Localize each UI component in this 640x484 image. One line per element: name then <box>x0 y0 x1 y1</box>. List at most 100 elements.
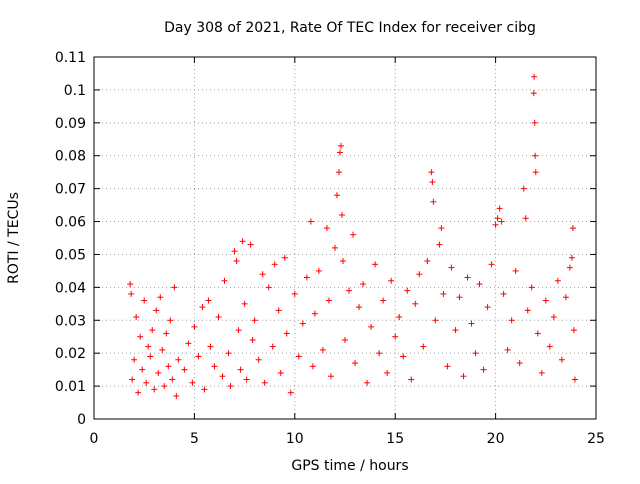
x-axis-label: GPS time / hours <box>291 458 408 474</box>
data-point <box>277 369 284 376</box>
y-tick-label: 0.01 <box>55 379 86 395</box>
data-point <box>131 356 138 363</box>
y-tick-label: 0.07 <box>55 182 86 198</box>
data-point <box>342 337 348 344</box>
data-point <box>215 313 222 320</box>
data-point <box>496 205 503 212</box>
x-tick-label: 15 <box>386 431 404 447</box>
data-point <box>569 225 576 232</box>
data-point <box>147 353 154 360</box>
data-point <box>432 317 439 324</box>
data-point <box>392 333 399 340</box>
x-tick-label: 5 <box>190 431 199 447</box>
data-point <box>380 297 387 304</box>
data-point <box>141 297 148 304</box>
data-point <box>488 261 495 268</box>
data-point <box>143 379 150 386</box>
data-point <box>199 304 206 311</box>
data-point <box>372 261 379 268</box>
data-point <box>181 366 188 373</box>
data-point <box>542 297 549 304</box>
data-point <box>440 290 447 297</box>
data-point <box>356 304 363 311</box>
data-point <box>538 369 545 376</box>
data-point <box>295 353 302 360</box>
data-point <box>255 356 262 363</box>
data-point <box>562 294 569 301</box>
data-point <box>161 383 168 390</box>
data-point <box>498 218 505 225</box>
data-point <box>291 290 298 297</box>
data-point <box>327 373 334 380</box>
data-point <box>416 271 423 278</box>
data-point <box>558 356 565 363</box>
chart-title: Day 308 of 2021, Rate Of TEC Index for r… <box>164 20 536 36</box>
data-point <box>149 327 156 334</box>
data-point <box>165 363 172 370</box>
y-tick-label: 0.1 <box>64 83 86 99</box>
data-point <box>191 323 198 330</box>
data-point <box>500 290 507 297</box>
data-point <box>429 179 436 186</box>
data-point <box>195 353 202 360</box>
data-point <box>400 353 407 360</box>
data-point <box>249 337 256 344</box>
x-tick-label: 10 <box>286 431 304 447</box>
data-point <box>360 281 367 288</box>
data-point <box>520 185 527 192</box>
y-axis-label: ROTI / TECUs <box>6 192 22 284</box>
data-point <box>335 169 342 176</box>
data-point <box>151 386 158 393</box>
data-point <box>550 313 557 320</box>
data-point <box>239 238 246 245</box>
data-point <box>516 360 523 367</box>
y-tick-label: 0.08 <box>55 149 86 165</box>
data-point <box>271 261 278 268</box>
data-point <box>566 264 573 271</box>
data-point <box>283 330 290 337</box>
data-point <box>265 284 272 291</box>
data-point <box>430 198 437 205</box>
data-point <box>428 169 435 176</box>
data-point <box>235 327 242 334</box>
data-point <box>384 369 391 376</box>
data-point <box>531 73 538 80</box>
data-point <box>352 360 359 367</box>
data-point <box>339 258 346 265</box>
data-point <box>532 152 539 159</box>
data-point <box>571 376 578 383</box>
plot-frame <box>93 56 597 420</box>
data-point <box>438 225 445 232</box>
data-point <box>269 343 276 350</box>
data-point <box>408 376 415 383</box>
data-point <box>145 343 152 350</box>
data-point <box>127 281 134 288</box>
data-point <box>129 376 136 383</box>
data-point <box>331 244 338 251</box>
data-point <box>388 277 395 284</box>
x-tick-label: 20 <box>487 431 505 447</box>
data-point <box>448 264 455 271</box>
data-point <box>494 215 501 222</box>
y-tick-label: 0.11 <box>55 50 86 66</box>
data-point <box>532 169 539 176</box>
data-point <box>364 379 371 386</box>
x-tick-label: 0 <box>90 431 99 447</box>
data-point <box>546 343 553 350</box>
data-point <box>524 307 531 314</box>
data-point <box>554 277 561 284</box>
data-point <box>346 287 353 294</box>
data-point <box>135 389 142 396</box>
y-tick-label: 0 <box>77 412 86 428</box>
y-tick-label: 0.03 <box>55 313 86 329</box>
data-point <box>303 274 310 281</box>
data-point <box>155 369 162 376</box>
grid-lines <box>94 57 596 419</box>
data-point <box>338 211 345 218</box>
data-point <box>175 356 182 363</box>
data-point <box>424 258 431 265</box>
data-point <box>412 300 419 307</box>
data-point <box>281 254 288 261</box>
